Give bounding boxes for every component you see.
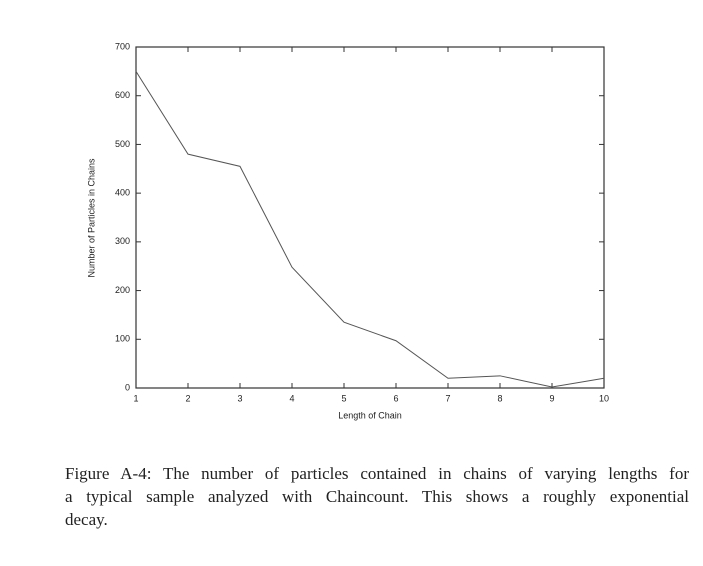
- x-tick-label: 8: [497, 393, 502, 403]
- y-tick-label: 400: [115, 188, 130, 198]
- x-tick-label: 4: [289, 393, 294, 403]
- y-tick-label: 100: [115, 334, 130, 344]
- y-axis-label: Number of Particles in Chains: [86, 158, 96, 278]
- y-tick-label: 500: [115, 139, 130, 149]
- x-axis-label: Length of Chain: [338, 410, 402, 420]
- y-tick-label: 700: [115, 41, 130, 51]
- plot-frame: [135, 46, 605, 389]
- y-tick-label: 600: [115, 90, 130, 100]
- x-tick-label: 2: [185, 393, 190, 403]
- x-tick-label: 9: [549, 393, 554, 403]
- caption: Figure A-4: The number of particles cont…: [65, 462, 689, 531]
- x-tick-label: 6: [393, 393, 398, 403]
- caption-line: a typical sample analyzed with Chaincoun…: [65, 487, 689, 506]
- x-tick-label: 10: [599, 393, 609, 403]
- y-tick-label: 300: [115, 236, 130, 246]
- caption-line: decay.: [65, 510, 108, 529]
- x-tick-label: 1: [133, 393, 138, 403]
- data-line: [135, 71, 605, 388]
- y-tick-label: 200: [115, 285, 130, 295]
- x-tick-label: 3: [237, 393, 242, 403]
- y-tick-label: 0: [125, 382, 130, 392]
- caption-line: Figure A-4: The number of particles cont…: [65, 464, 689, 483]
- x-tick-label: 7: [445, 393, 450, 403]
- x-tick-label: 5: [341, 393, 346, 403]
